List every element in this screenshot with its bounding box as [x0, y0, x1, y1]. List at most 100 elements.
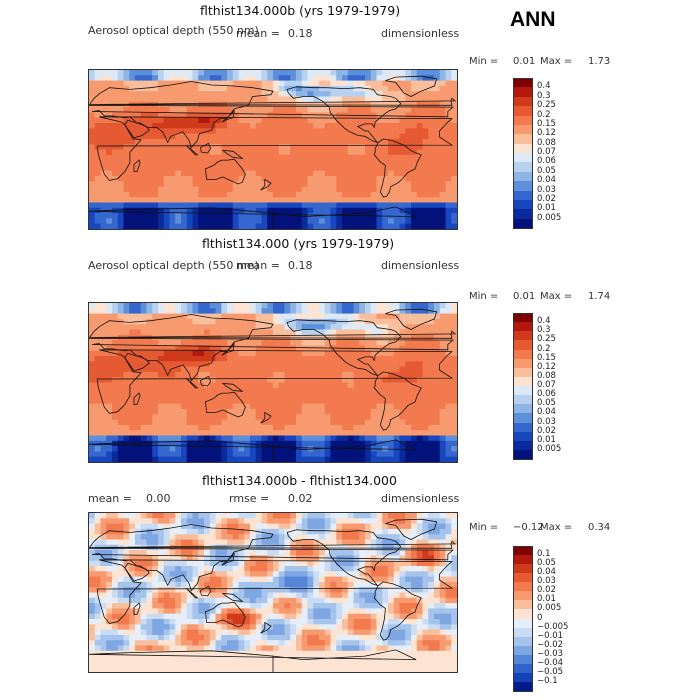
map-cell — [198, 96, 205, 103]
map-cell — [434, 170, 441, 177]
map-cell — [278, 117, 286, 124]
map-cell — [89, 414, 96, 421]
map-cell — [250, 581, 257, 588]
map-cell — [238, 518, 245, 525]
map-cell — [129, 350, 136, 357]
map-cell — [313, 170, 320, 177]
map-cell — [232, 144, 240, 151]
map-cell — [94, 138, 102, 145]
map-cell — [296, 403, 303, 410]
map-cell — [445, 340, 452, 346]
map-cell — [434, 361, 441, 368]
map-cell — [416, 160, 424, 166]
map-cell — [330, 371, 337, 378]
coastline — [373, 138, 422, 198]
map-cell — [250, 576, 257, 583]
map-cell — [382, 576, 389, 583]
map-cell — [405, 534, 412, 541]
map-cell — [319, 207, 326, 214]
map-cell — [209, 377, 217, 384]
map-cell — [451, 513, 457, 519]
map-cell — [324, 176, 332, 182]
map-cell — [267, 451, 274, 458]
map-cell — [319, 218, 326, 225]
map-cell — [192, 91, 199, 98]
map-cell — [342, 371, 349, 378]
map-cell — [123, 456, 130, 462]
map-cell — [313, 592, 320, 599]
colorbar-tick-label: 0.005 — [537, 212, 562, 223]
map-cell — [181, 170, 188, 177]
map-cell — [267, 371, 274, 378]
map-cell — [112, 96, 119, 103]
map-cell — [405, 154, 412, 161]
map-cell — [129, 576, 136, 583]
map-cell — [221, 518, 228, 525]
map-cell — [376, 318, 383, 325]
map-cell — [106, 117, 113, 124]
map-cell — [175, 539, 182, 546]
coastline — [221, 382, 244, 392]
map-cell — [434, 213, 441, 219]
map-cell — [181, 329, 188, 336]
map-cell — [330, 387, 337, 394]
map-cell — [336, 560, 343, 567]
map-cell — [181, 138, 188, 145]
map-cell — [261, 96, 268, 103]
map-cell — [232, 91, 240, 98]
map-cell — [129, 456, 136, 462]
map-cell — [152, 213, 159, 219]
map-cell — [129, 409, 136, 415]
map-cell — [152, 424, 159, 431]
map-cell — [319, 313, 326, 320]
map-cell — [100, 170, 107, 177]
map-cell — [221, 576, 228, 583]
map-cell — [221, 186, 228, 193]
map-cell — [267, 576, 274, 583]
map-cell — [347, 91, 355, 98]
map-cell — [175, 202, 182, 209]
map-cell — [255, 356, 263, 362]
map-cell — [129, 587, 136, 594]
map-cell — [261, 592, 268, 599]
map-cell — [370, 430, 378, 437]
map-cell — [273, 165, 280, 172]
map-cell — [428, 345, 435, 352]
map-cell — [416, 197, 424, 204]
map-cell — [198, 128, 205, 135]
map-cell — [445, 181, 452, 188]
map-cell — [117, 377, 125, 384]
map-cell — [100, 213, 107, 219]
map-cell — [388, 96, 395, 103]
map-cell — [135, 80, 142, 87]
map-cell — [382, 207, 389, 214]
map-cell — [434, 440, 441, 447]
coastline — [124, 352, 150, 372]
map-cell — [370, 440, 378, 447]
map-cell — [152, 112, 159, 119]
map-cell — [129, 446, 136, 452]
map-cell — [152, 144, 159, 151]
map-cell — [146, 550, 153, 556]
map-cell — [301, 308, 309, 315]
map-cell — [146, 403, 153, 410]
map-cell — [388, 560, 395, 567]
map-cell — [163, 350, 171, 357]
map-cell — [411, 403, 418, 410]
map-cell — [117, 197, 125, 204]
map-cell — [382, 75, 389, 82]
map-cell — [112, 123, 119, 129]
map-cell — [428, 144, 435, 151]
map-cell — [250, 75, 257, 82]
map-cell — [353, 202, 360, 209]
map-cell — [255, 555, 263, 562]
map-cell — [422, 440, 429, 447]
map-cell — [393, 186, 401, 193]
map-cell — [422, 218, 429, 225]
map-cell — [284, 560, 291, 567]
map-cell — [186, 176, 194, 182]
map-cell — [319, 560, 326, 567]
map-cell — [204, 424, 211, 431]
map-cell — [186, 523, 194, 530]
map-cell — [267, 207, 274, 214]
